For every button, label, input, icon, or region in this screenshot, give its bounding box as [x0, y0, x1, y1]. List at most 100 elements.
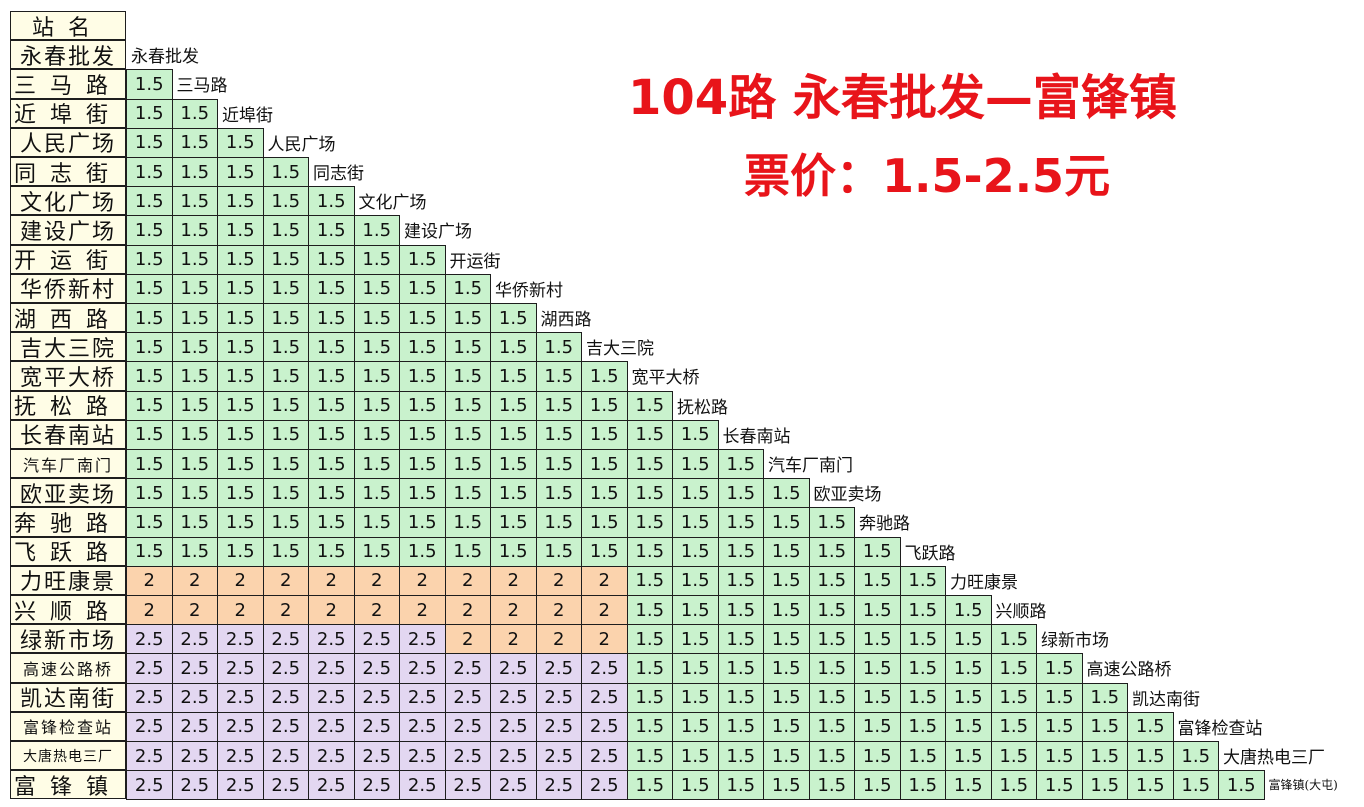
fare-cell: 1.5 — [490, 390, 537, 421]
fare-cell: 2.5 — [444, 741, 491, 772]
fare-cell: 1.5 — [763, 565, 810, 596]
fare-cell: 2.5 — [308, 624, 355, 655]
fare-cell: 1.5 — [808, 624, 855, 655]
fare-cell: 2.5 — [444, 653, 491, 684]
fare-cell: 1.5 — [126, 419, 173, 450]
fare-cell: 1.5 — [262, 157, 309, 188]
fare-cell: 1.5 — [899, 624, 946, 655]
fare-cell: 1.5 — [217, 449, 264, 480]
fare-cell: 1.5 — [672, 507, 719, 538]
fare-cell: 1.5 — [353, 507, 400, 538]
fare-cell: 1.5 — [217, 157, 264, 188]
fare-cell: 1.5 — [217, 244, 264, 275]
fare-cell: 1.5 — [262, 303, 309, 334]
fare-cell: 1.5 — [217, 332, 264, 363]
fare-cell: 2.5 — [444, 770, 491, 801]
fare-cell: 1.5 — [490, 478, 537, 509]
station-row-label: 建设广场 — [10, 215, 126, 245]
fare-cell: 2 — [262, 595, 309, 626]
fare-cell: 1.5 — [626, 711, 673, 742]
fare-cell: 1.5 — [672, 536, 719, 567]
fare-cell: 2 — [217, 595, 264, 626]
fare-cell: 1.5 — [217, 186, 264, 217]
fare-cell: 1.5 — [1218, 770, 1265, 801]
fare-cell: 1.5 — [126, 536, 173, 567]
fare-cell: 2.5 — [171, 741, 218, 772]
fare-cell: 2 — [353, 565, 400, 596]
station-row-label: 抚松路 — [10, 390, 126, 420]
fare-cell: 1.5 — [399, 478, 446, 509]
fare-cell: 1.5 — [990, 711, 1037, 742]
fare-cell: 1.5 — [444, 536, 491, 567]
fare-cell: 1.5 — [717, 770, 764, 801]
fare-cell: 1.5 — [899, 565, 946, 596]
fare-cell: 2.5 — [171, 682, 218, 713]
fare-cell: 1.5 — [217, 215, 264, 246]
station-diagonal-label: 同志街 — [313, 164, 364, 185]
fare-cell: 1.5 — [126, 127, 173, 158]
fare-cell: 1.5 — [990, 624, 1037, 655]
fare-cell: 1.5 — [717, 682, 764, 713]
fare-cell: 1.5 — [308, 507, 355, 538]
fare-cell: 2 — [444, 595, 491, 626]
fare-cell: 1.5 — [672, 419, 719, 450]
fare-cell: 1.5 — [717, 478, 764, 509]
station-diagonal-label: 华侨新村 — [495, 280, 563, 301]
fare-cell: 1.5 — [126, 273, 173, 304]
fare-cell: 2 — [581, 595, 628, 626]
fare-cell: 1.5 — [717, 536, 764, 567]
fare-cell: 2.5 — [353, 653, 400, 684]
fare-cell: 1.5 — [444, 303, 491, 334]
fare-cell: 1.5 — [808, 536, 855, 567]
fare-cell: 2.5 — [126, 770, 173, 801]
fare-cell: 2 — [171, 565, 218, 596]
fare-cell: 2 — [581, 624, 628, 655]
fare-cell: 1.5 — [581, 361, 628, 392]
fare-cell: 1.5 — [308, 303, 355, 334]
fare-cell: 2.5 — [308, 682, 355, 713]
fare-cell: 1.5 — [945, 741, 992, 772]
fare-cell: 1.5 — [717, 711, 764, 742]
fare-cell: 2.5 — [262, 741, 309, 772]
fare-cell: 2.5 — [217, 741, 264, 772]
fare-cell: 1.5 — [308, 273, 355, 304]
fare-cell: 2.5 — [171, 770, 218, 801]
station-row-label: 兴顺路 — [10, 595, 126, 625]
fare-cell: 1.5 — [854, 711, 901, 742]
fare-cell: 2.5 — [535, 711, 582, 742]
fare-cell: 1.5 — [1127, 770, 1174, 801]
fare-cell: 2.5 — [490, 653, 537, 684]
fare-cell: 1.5 — [535, 478, 582, 509]
station-diagonal-label: 奔驰路 — [859, 514, 910, 535]
fare-cell: 1.5 — [126, 98, 173, 129]
fare-cell: 1.5 — [535, 419, 582, 450]
fare-cell: 2.5 — [353, 711, 400, 742]
station-diagonal-label: 高速公路桥 — [1086, 660, 1172, 681]
fare-cell: 1.5 — [990, 682, 1037, 713]
station-row-label: 富锋检查站 — [10, 711, 126, 741]
fare-cell: 1.5 — [171, 127, 218, 158]
fare-cell: 1.5 — [171, 507, 218, 538]
fare-cell: 1.5 — [899, 770, 946, 801]
fare-cell: 1.5 — [399, 303, 446, 334]
fare-cell: 1.5 — [672, 741, 719, 772]
fare-cell: 2.5 — [490, 711, 537, 742]
fare-cell: 2.5 — [171, 653, 218, 684]
fare-cell: 2.5 — [353, 770, 400, 801]
fare-cell: 2.5 — [535, 682, 582, 713]
fare-cell: 1.5 — [945, 595, 992, 626]
fare-cell: 2.5 — [126, 711, 173, 742]
fare-cell: 1.5 — [444, 390, 491, 421]
fare-cell: 1.5 — [535, 449, 582, 480]
fare-cell: 1.5 — [444, 449, 491, 480]
station-diagonal-label: 三马路 — [176, 76, 228, 97]
fare-cell: 1.5 — [899, 682, 946, 713]
fare-cell: 1.5 — [808, 711, 855, 742]
fare-cell: 2.5 — [535, 770, 582, 801]
fare-cell: 1.5 — [1172, 770, 1219, 801]
fare-cell: 1.5 — [308, 390, 355, 421]
station-diagonal-label: 汽车厂南门 — [768, 456, 853, 477]
fare-cell: 1.5 — [808, 653, 855, 684]
station-header-label: 站名 — [10, 11, 126, 41]
